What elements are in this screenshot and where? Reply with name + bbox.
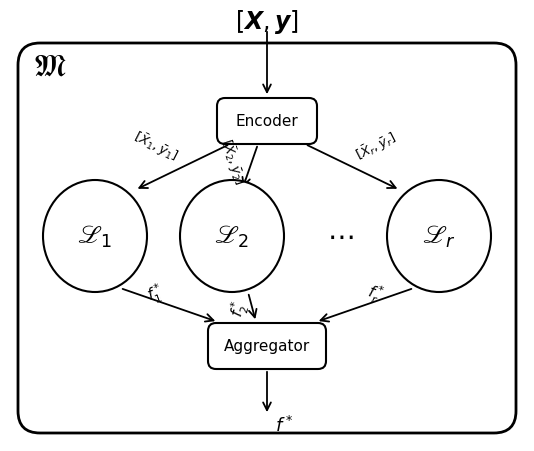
Text: Encoder: Encoder bbox=[235, 114, 299, 129]
Text: $\cdots$: $\cdots$ bbox=[327, 222, 354, 250]
Ellipse shape bbox=[43, 180, 147, 292]
Text: $\mathscr{L}_2$: $\mathscr{L}_2$ bbox=[215, 223, 249, 249]
FancyBboxPatch shape bbox=[217, 99, 317, 145]
Text: $[\boldsymbol{X}, \boldsymbol{y}]$: $[\boldsymbol{X}, \boldsymbol{y}]$ bbox=[235, 8, 299, 36]
Text: $\mathfrak{M}$: $\mathfrak{M}$ bbox=[33, 52, 67, 81]
Ellipse shape bbox=[387, 180, 491, 292]
Ellipse shape bbox=[180, 180, 284, 292]
Text: $f^*$: $f^*$ bbox=[275, 415, 293, 435]
Text: $f_1^*$: $f_1^*$ bbox=[144, 280, 166, 307]
Text: $[\bar{X}_2, \bar{y}_2]$: $[\bar{X}_2, \bar{y}_2]$ bbox=[216, 136, 248, 187]
Text: $\mathscr{L}_1$: $\mathscr{L}_1$ bbox=[77, 223, 113, 249]
Text: Aggregator: Aggregator bbox=[224, 339, 310, 354]
FancyBboxPatch shape bbox=[208, 323, 326, 369]
Text: $[\bar{X}_1, \bar{y}_1]$: $[\bar{X}_1, \bar{y}_1]$ bbox=[130, 128, 180, 166]
FancyBboxPatch shape bbox=[18, 44, 516, 433]
Text: $\mathscr{L}_r$: $\mathscr{L}_r$ bbox=[422, 223, 456, 249]
Text: $[\bar{X}_r, \bar{y}_r]$: $[\bar{X}_r, \bar{y}_r]$ bbox=[352, 129, 399, 165]
Text: $f_r^*$: $f_r^*$ bbox=[364, 280, 386, 307]
Text: $f_2^*$: $f_2^*$ bbox=[227, 298, 253, 319]
